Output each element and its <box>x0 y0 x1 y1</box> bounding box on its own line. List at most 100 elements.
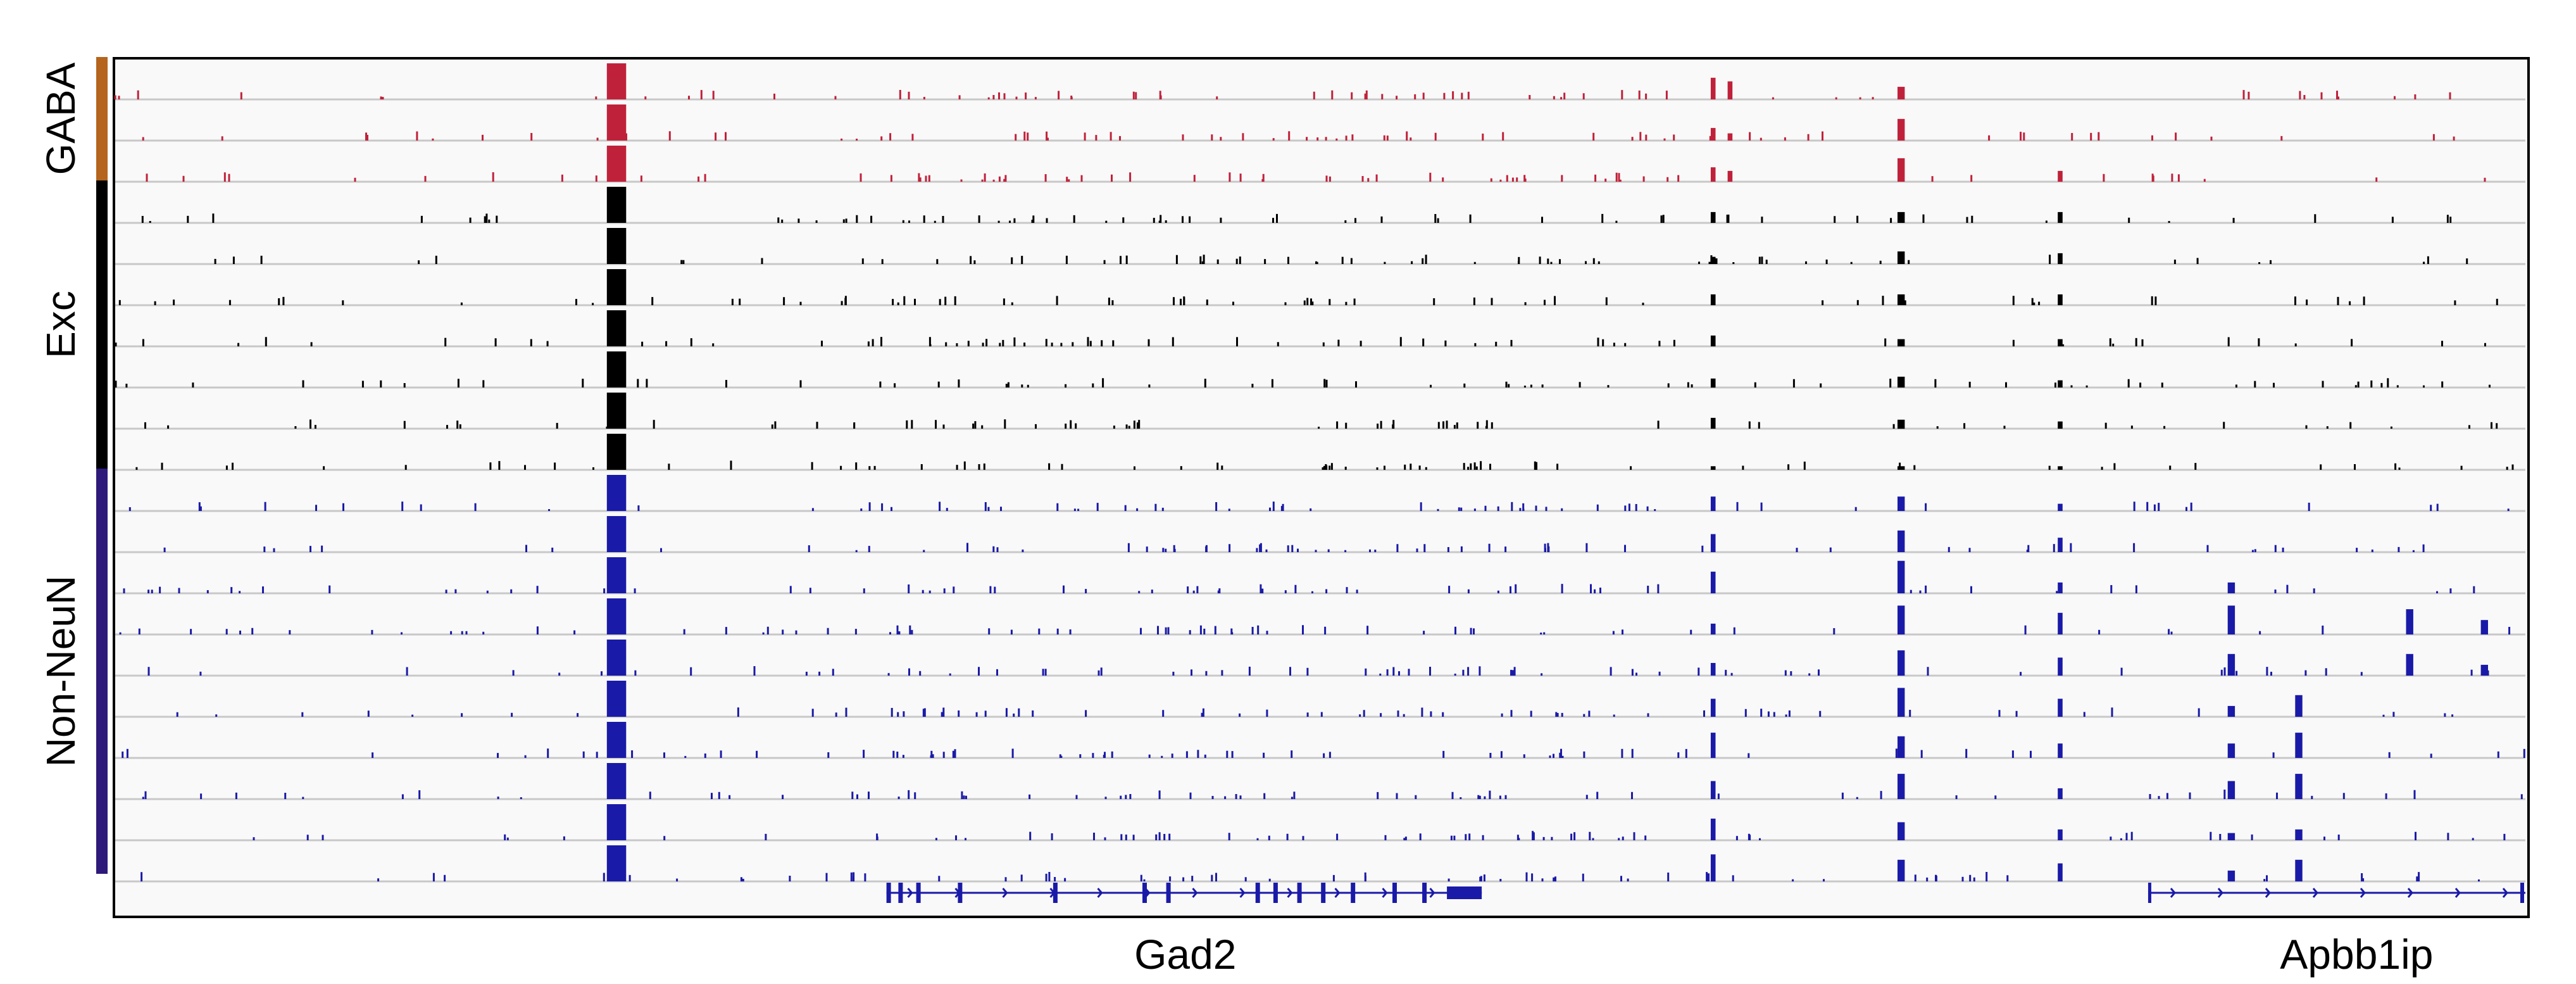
strand-arrow <box>2312 888 2318 898</box>
signal-peak <box>2227 705 2235 717</box>
strand-arrow <box>2265 888 2271 898</box>
signal-peak <box>606 557 627 593</box>
background-signal <box>114 90 2525 881</box>
background-signal-track <box>128 501 2510 511</box>
signal-peak <box>1727 81 1733 99</box>
signal-peak <box>606 845 627 881</box>
gene-label: Gad2 <box>1134 931 1236 978</box>
strand-arrow <box>2217 888 2223 898</box>
signal-peak <box>1710 818 1716 840</box>
signal-peak <box>1898 211 1905 223</box>
strand-arrow <box>907 888 913 898</box>
group-bars: GABA Exc Non-NeuN <box>38 57 108 874</box>
signal-peak <box>606 434 627 470</box>
signal-peak <box>2406 653 2413 676</box>
group-bar <box>96 469 108 874</box>
signal-peak <box>2295 829 2303 840</box>
group-label: Non-NeuN <box>38 576 84 767</box>
signal-peak <box>1898 294 1905 305</box>
gene-exon <box>886 883 891 903</box>
signal-peak <box>1898 774 1905 799</box>
background-signal-track <box>144 419 2498 429</box>
signal-peak <box>1710 378 1716 388</box>
signal-peak <box>1898 496 1905 511</box>
signal-peak <box>1710 294 1716 305</box>
signal-peak <box>606 722 627 758</box>
signal-peak <box>2058 380 2063 388</box>
signal-peak <box>2058 466 2063 470</box>
signal-peak <box>2058 743 2063 758</box>
signal-peak <box>2058 698 2063 717</box>
gene-exon <box>1053 883 1058 903</box>
strand-arrow <box>2502 888 2508 898</box>
signal-peak <box>606 763 627 799</box>
signal-peak <box>606 681 627 717</box>
background-signal-track <box>141 213 2452 223</box>
signal-peak <box>2480 664 2488 676</box>
gene-exon <box>898 883 903 903</box>
gene-exon <box>1297 883 1302 903</box>
signal-peak <box>606 310 627 346</box>
signal-peak <box>1898 859 1905 881</box>
group-label: Exc <box>38 291 84 358</box>
background-signal-track <box>118 296 2498 305</box>
signal-peak <box>2227 870 2235 881</box>
gene-exon <box>1392 883 1397 903</box>
signal-peak <box>606 598 627 634</box>
signal-peak <box>1898 822 1905 840</box>
gene-exon <box>1255 883 1260 903</box>
gene-exon <box>1166 883 1171 903</box>
strand-arrow <box>2407 888 2413 898</box>
signal-peak <box>2058 503 2063 511</box>
background-signal-track <box>176 707 2454 717</box>
group-bar <box>96 180 108 469</box>
gene-exon <box>1351 883 1356 903</box>
signal-peak <box>1710 698 1716 717</box>
signal-peak <box>1898 466 1905 470</box>
gene-label: Apbb1ip <box>2280 931 2433 978</box>
signal-peak <box>1898 736 1905 758</box>
signal-peak <box>2227 582 2235 593</box>
strand-arrow <box>1334 888 1341 898</box>
gene-exon <box>1321 883 1326 903</box>
signal-peak <box>606 269 627 305</box>
signal-peak <box>2480 620 2488 634</box>
signal-peak <box>1710 496 1716 511</box>
signal-peak <box>1898 87 1905 99</box>
gene-exon <box>1422 883 1427 903</box>
strand-arrow <box>2360 888 2366 898</box>
background-signal-track <box>146 172 2486 182</box>
signal-peak <box>2406 609 2413 634</box>
signal-peak <box>1710 167 1716 182</box>
signal-peak <box>1710 571 1716 593</box>
gene-exon <box>916 883 921 903</box>
strand-arrow <box>1382 888 1388 898</box>
signal-peak <box>1898 605 1905 634</box>
signal-peak <box>2227 653 2235 676</box>
signal-peak <box>1898 419 1905 429</box>
signal-peak <box>1898 158 1905 182</box>
signal-peak <box>1710 466 1716 470</box>
signal-peak <box>1710 417 1716 429</box>
strand-arrow <box>2454 888 2461 898</box>
signal-peak <box>2227 743 2235 758</box>
plot-area <box>113 57 2530 918</box>
signal-peak <box>2227 833 2235 840</box>
background-signal-track <box>142 131 2455 141</box>
gene-exon <box>1273 883 1278 903</box>
strand-arrow <box>1192 888 1198 898</box>
signal-peak <box>1710 211 1716 223</box>
signal-peak <box>2058 612 2063 634</box>
signal-peak <box>2058 170 2063 182</box>
signal-peak <box>1710 781 1716 799</box>
background-signal-track <box>115 378 2491 388</box>
signal-peak <box>1898 376 1905 388</box>
signal-peak <box>1710 534 1716 552</box>
gene-exon <box>2520 883 2524 903</box>
signal-peak <box>2058 863 2063 881</box>
signal-peaks <box>606 63 2488 882</box>
strand-arrow <box>1429 888 1435 898</box>
signal-peak <box>606 351 627 388</box>
background-signal-track <box>115 337 2486 346</box>
